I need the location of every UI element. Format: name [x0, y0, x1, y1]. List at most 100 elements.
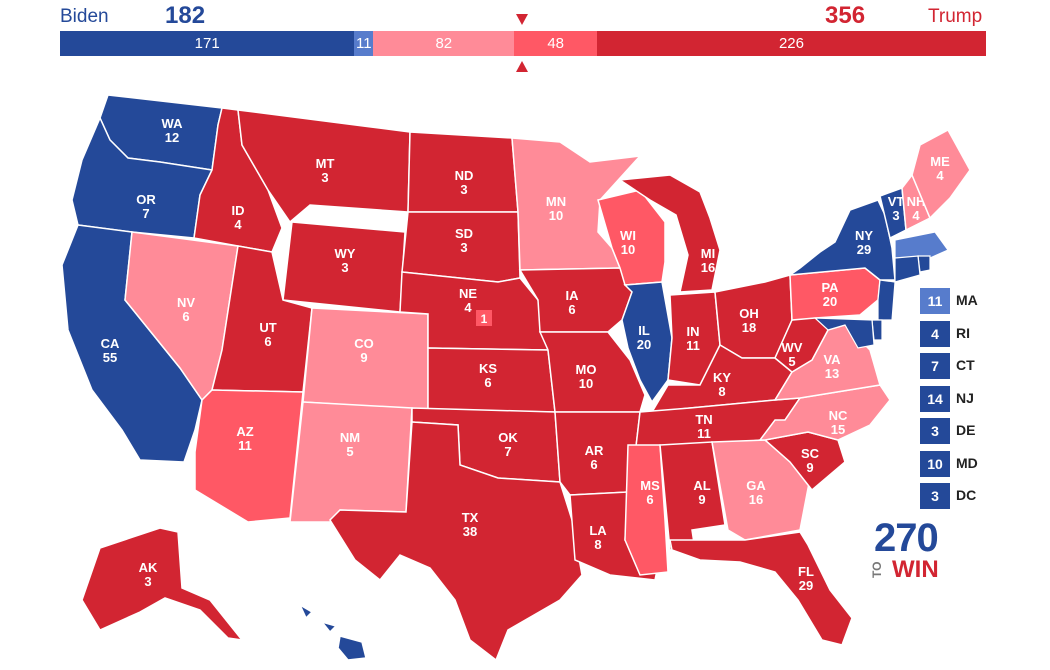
state-mo[interactable]: [538, 331, 646, 413]
state-ev-az: 11: [238, 438, 252, 453]
state-ev-ia: 6: [568, 302, 575, 317]
state-label-mo: MO: [576, 362, 597, 377]
legend-ev-box: 4: [920, 320, 950, 347]
state-ev-mn: 10: [549, 208, 563, 223]
state-nm[interactable]: [289, 401, 413, 523]
trump-total: 356: [825, 2, 866, 29]
state-label-al: AL: [693, 478, 710, 493]
state-ev-la: 8: [594, 537, 601, 552]
biden-total: 182: [165, 2, 206, 29]
state-ev-id: 4: [234, 217, 242, 232]
state-label-wy: WY: [335, 246, 356, 261]
state-ev-pa: 20: [823, 294, 837, 309]
state-label-wi: WI: [620, 228, 636, 243]
state-label-ia: IA: [566, 288, 580, 303]
state-ev-ne: 4: [464, 300, 472, 315]
state-nj[interactable]: [877, 279, 896, 321]
state-label-ne: NE: [459, 286, 477, 301]
state-label-ks: KS: [479, 361, 497, 376]
state-label-ar: AR: [585, 443, 604, 458]
state-label-ms: MS: [640, 478, 660, 493]
state-ny[interactable]: [787, 199, 896, 281]
state-ev-sc: 9: [806, 460, 813, 475]
state-label-pa: PA: [821, 280, 839, 295]
state-label-or: OR: [136, 192, 156, 207]
state-label-il: IL: [638, 323, 650, 338]
legend-state-name: NJ: [956, 389, 974, 406]
bar-segment: 226: [596, 31, 986, 56]
state-ev-nd: 3: [460, 182, 467, 197]
state-label-vt: VT: [888, 194, 905, 209]
state-label-id: ID: [232, 203, 245, 218]
state-tx[interactable]: [329, 421, 583, 662]
state-ev-sd: 3: [460, 240, 467, 255]
state-ev-ny: 29: [857, 242, 871, 257]
state-label-co: CO: [354, 336, 374, 351]
bar-segment: 11: [354, 31, 374, 56]
bar-segment: 82: [373, 31, 515, 56]
state-ev-nm: 5: [346, 444, 353, 459]
state-ev-va: 13: [825, 366, 839, 381]
state-label-nv: NV: [177, 295, 195, 310]
state-ev-nv: 6: [182, 309, 189, 324]
state-az[interactable]: [194, 389, 304, 523]
legend-ev-box: 7: [920, 353, 950, 379]
legend-state-name: CT: [956, 357, 975, 373]
legend-ev-box: 14: [920, 385, 950, 412]
state-label-ak: AK: [139, 560, 158, 575]
logo-win: WIN: [892, 556, 939, 583]
state-ev-me: 4: [936, 168, 944, 183]
state-label-nd: ND: [455, 168, 474, 183]
state-label-wa: WA: [162, 116, 184, 131]
state-ev-ar: 6: [590, 457, 597, 472]
270towin-logo: 270 TO WIN: [870, 516, 944, 583]
state-label-ut: UT: [259, 320, 276, 335]
state-ev-ks: 6: [484, 375, 491, 390]
state-label-ca: CA: [101, 336, 120, 351]
state-ev-il: 20: [637, 337, 651, 352]
state-ev-ky: 8: [718, 384, 725, 399]
state-label-mi: MI: [701, 246, 715, 261]
legend-state-name: RI: [956, 324, 970, 341]
state-ma[interactable]: [894, 231, 949, 259]
bar-segment: 48: [514, 31, 597, 56]
legend-state-name: MD: [956, 454, 978, 471]
state-md[interactable]: [813, 317, 875, 349]
state-label-sd: SD: [455, 226, 473, 241]
state-label-tn: TN: [695, 412, 712, 427]
legend-state-name: MA: [956, 292, 978, 308]
legend-ev-box: 3: [920, 483, 950, 509]
state-nc[interactable]: [758, 384, 891, 441]
ne-district-box[interactable]: [476, 310, 492, 326]
state-ev-wi: 10: [621, 242, 635, 257]
state-ev-ca: 55: [103, 350, 117, 365]
state-label-sc: SC: [801, 446, 820, 461]
state-fl[interactable]: [669, 531, 853, 646]
legend-ev-box: 11: [920, 288, 950, 314]
bar-segment: 171: [60, 31, 355, 56]
state-label-nc: NC: [829, 408, 848, 423]
state-ev-vt: 3: [892, 208, 899, 223]
state-ev-mt: 3: [321, 170, 328, 185]
electoral-vote-bar: 171 11 82 48 226: [60, 31, 986, 56]
state-il[interactable]: [621, 281, 673, 404]
legend-ev-box: 3: [920, 418, 950, 444]
state-label-wv: WV: [782, 340, 803, 355]
state-label-nm: NM: [340, 430, 360, 445]
logo-to: TO: [870, 561, 884, 578]
state-mi[interactable]: [617, 174, 721, 293]
legend-state-name: DC: [956, 487, 977, 503]
state-ev-in: 11: [686, 338, 700, 353]
state-hi[interactable]: [298, 603, 367, 661]
state-label-hi: HI: [316, 632, 329, 647]
state-ev-oh: 18: [742, 320, 756, 335]
state-label-me: ME: [930, 154, 950, 169]
state-ct[interactable]: [894, 255, 921, 283]
state-mn[interactable]: [511, 137, 642, 271]
state-label-fl: FL: [798, 564, 814, 579]
trump-name: Trump: [928, 6, 983, 27]
state-ak[interactable]: [81, 527, 244, 642]
state-ev-mi: 16: [701, 260, 715, 275]
state-me[interactable]: [911, 128, 971, 220]
